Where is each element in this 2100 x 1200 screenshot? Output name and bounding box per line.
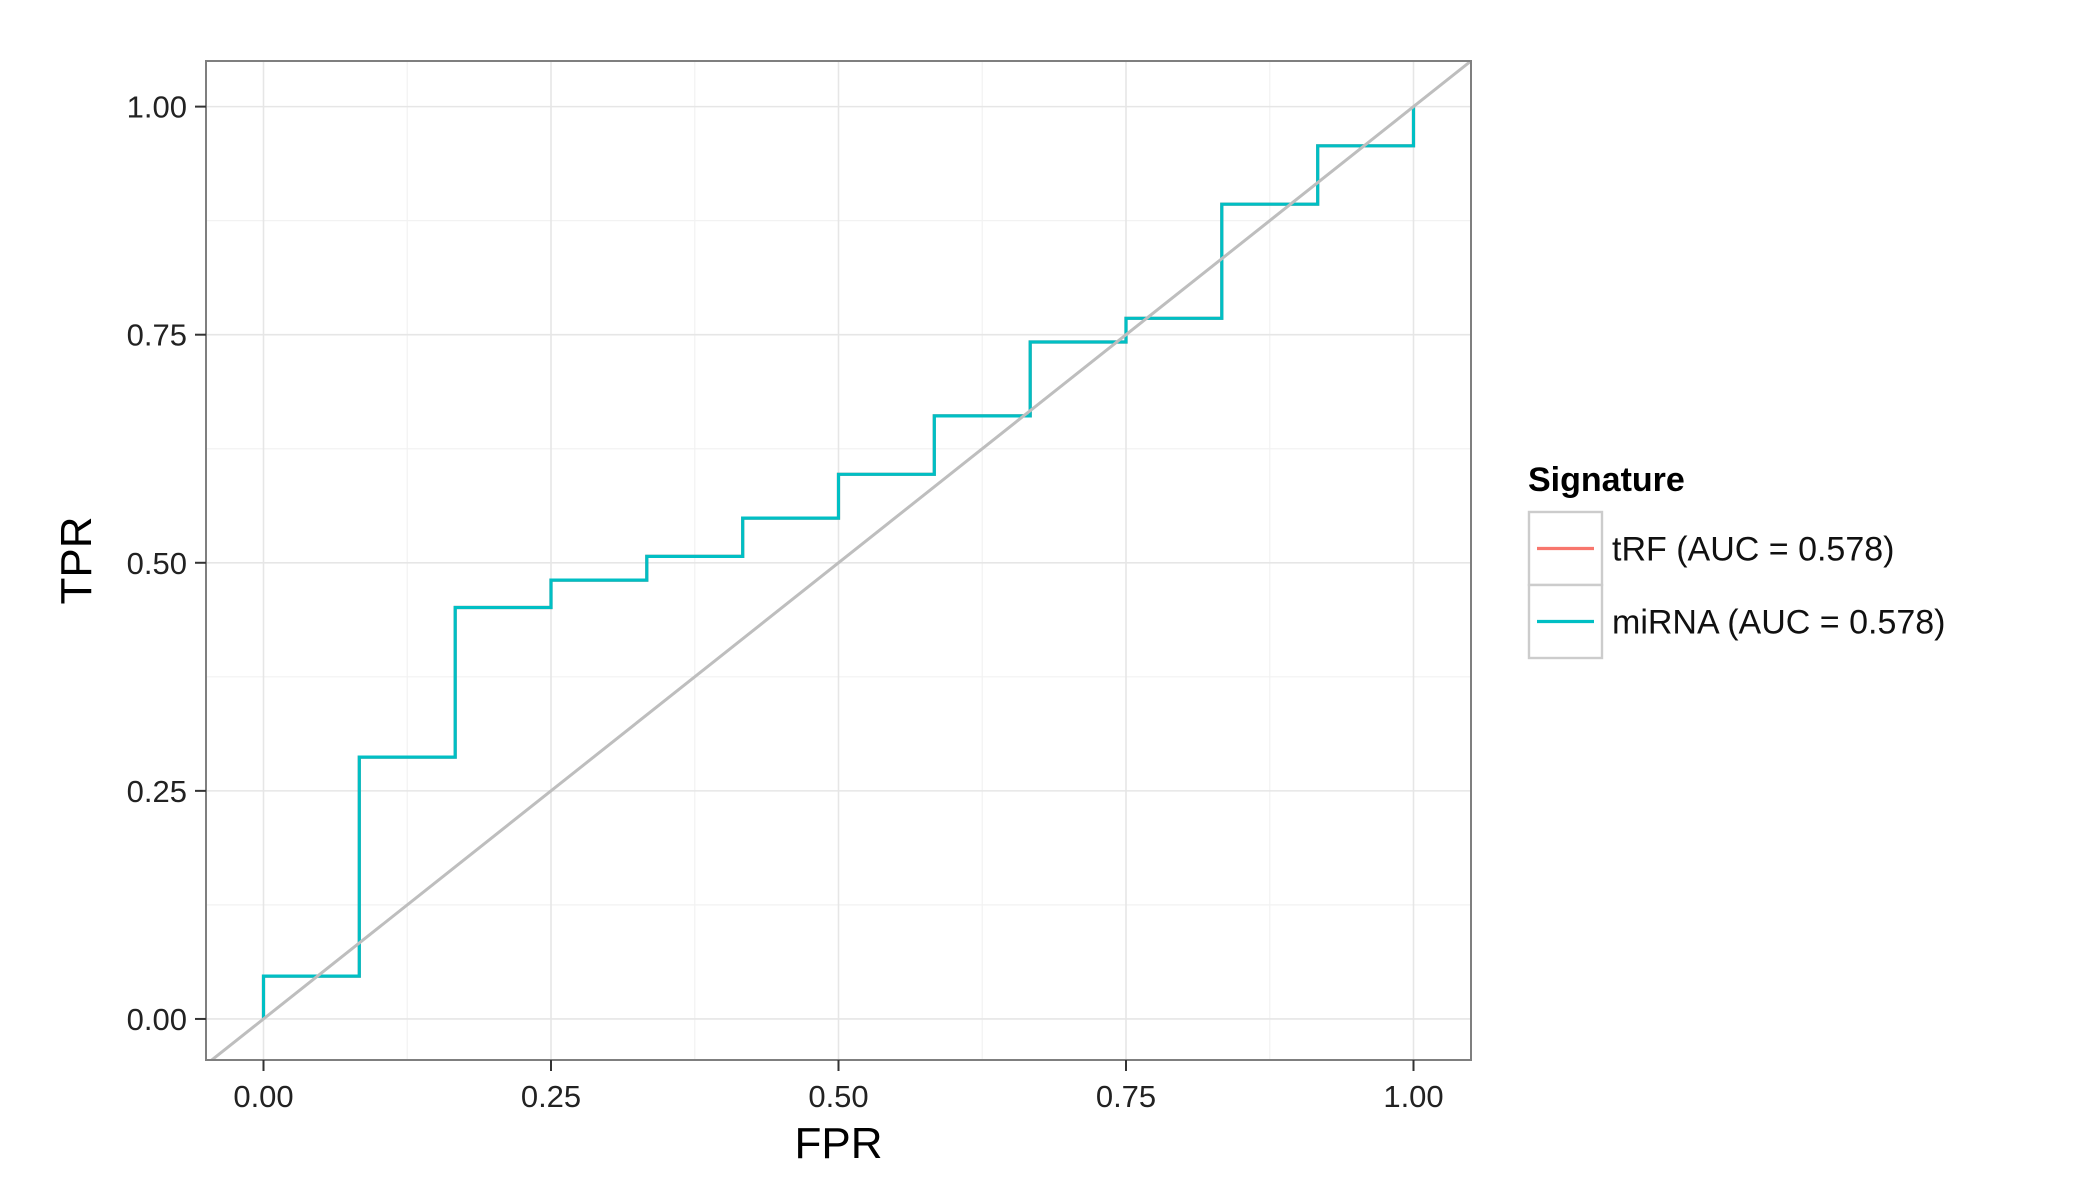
y-tick-label: 0.75 xyxy=(127,318,187,353)
x-tick-label: 1.00 xyxy=(1383,1079,1443,1114)
y-axis-title: TPR xyxy=(52,517,101,605)
diagonal-reference-line xyxy=(209,61,1471,1060)
plot-panel xyxy=(205,60,1472,1061)
series-line-mirna xyxy=(261,106,1416,1019)
legend: Signature tRF (AUC = 0.578) miRNA (AUC = … xyxy=(1527,461,1946,660)
x-tick-label: 0.75 xyxy=(1096,1079,1156,1114)
y-tick-label: 1.00 xyxy=(127,90,187,125)
y-tick-label: 0.00 xyxy=(127,1002,187,1037)
legend-label-mirna: miRNA (AUC = 0.578) xyxy=(1612,604,1946,642)
legend-title: Signature xyxy=(1528,461,1685,499)
series-layer xyxy=(209,61,1471,1060)
y-axis: 0.00 0.25 0.50 0.75 1.00 xyxy=(127,90,206,1037)
y-tick-label: 0.25 xyxy=(127,774,187,809)
legend-items: tRF (AUC = 0.578) miRNA (AUC = 0.578) xyxy=(1527,510,1946,660)
x-axis: 0.00 0.25 0.50 0.75 1.00 xyxy=(233,1060,1444,1114)
x-tick-label: 0.00 xyxy=(233,1079,293,1114)
x-axis-title: FPR xyxy=(795,1119,883,1168)
y-tick-label: 0.50 xyxy=(127,546,187,581)
x-tick-label: 0.25 xyxy=(521,1079,581,1114)
legend-label-trf: tRF (AUC = 0.578) xyxy=(1612,531,1894,569)
x-tick-label: 0.50 xyxy=(808,1079,868,1114)
